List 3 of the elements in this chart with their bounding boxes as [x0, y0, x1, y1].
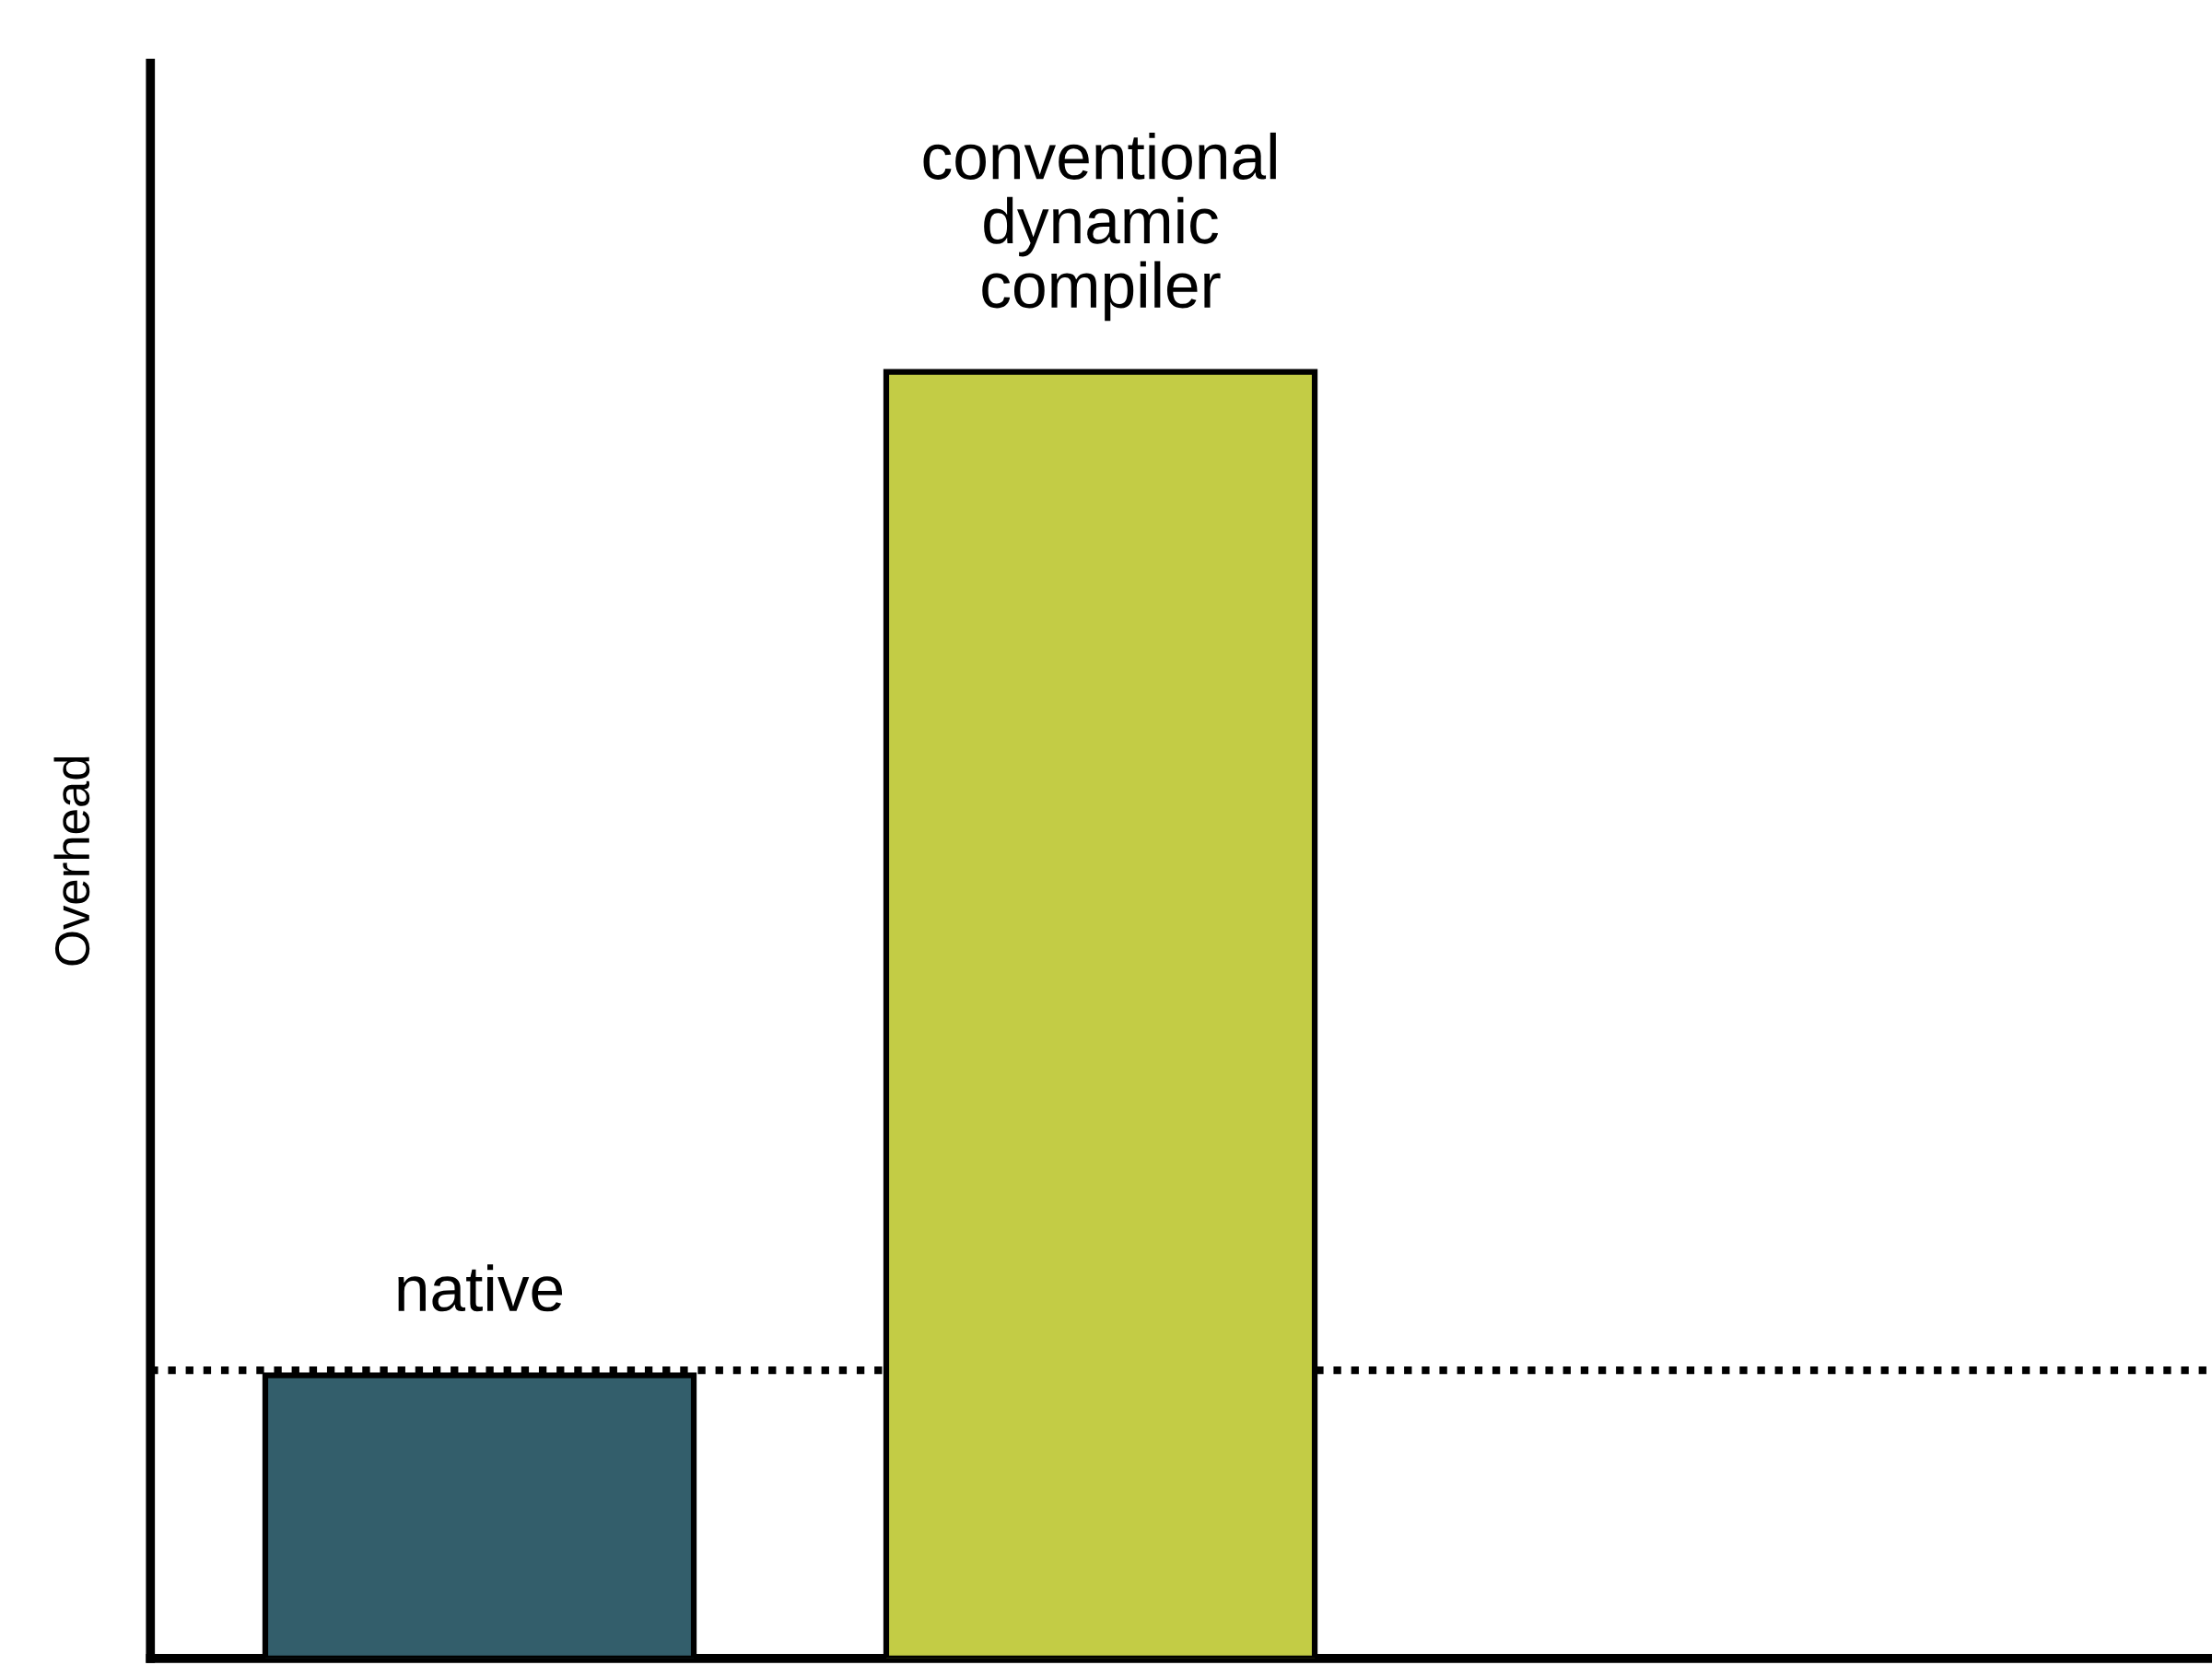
x-tick-label: conventional dynamic compiler: [923, 132, 1276, 322]
x-tick-label: native: [398, 1264, 563, 1312]
y-axis-title: Overhead: [53, 756, 90, 966]
